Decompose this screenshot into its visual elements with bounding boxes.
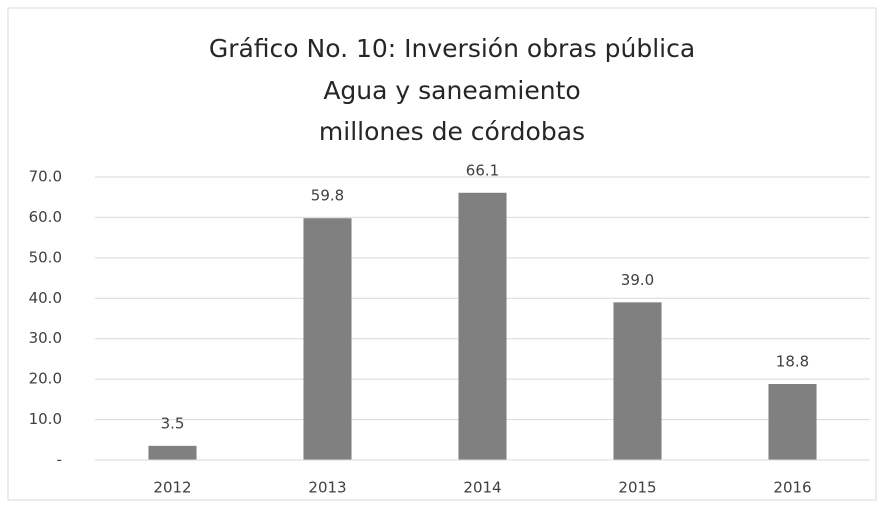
x-tick-label: 2012 xyxy=(153,479,191,497)
data-label: 39.0 xyxy=(621,271,654,289)
data-label: 66.1 xyxy=(466,161,499,179)
y-tick-label: 10.0 xyxy=(29,410,62,428)
data-label: 3.5 xyxy=(161,414,185,432)
bar xyxy=(303,218,352,460)
data-label: 18.8 xyxy=(776,352,809,370)
y-tick-label: 30.0 xyxy=(29,329,62,347)
chart-title: millones de córdobas xyxy=(319,117,585,146)
x-tick-label: 2014 xyxy=(463,479,501,497)
y-tick-label: 60.0 xyxy=(29,208,62,226)
x-tick-label: 2015 xyxy=(618,479,656,497)
y-tick-label: - xyxy=(57,451,62,469)
y-tick-label: 50.0 xyxy=(29,248,62,266)
chart-title: Agua y saneamiento xyxy=(323,76,580,105)
bar xyxy=(458,192,507,460)
y-tick-label: 20.0 xyxy=(29,370,62,388)
x-tick-label: 2013 xyxy=(308,479,346,497)
chart-border xyxy=(7,7,877,501)
bar xyxy=(613,302,662,460)
bar xyxy=(148,445,197,460)
data-label: 59.8 xyxy=(311,187,344,205)
y-tick-label: 70.0 xyxy=(29,168,62,186)
chart-title: Gráfico No. 10: Inversión obras pública xyxy=(209,34,695,63)
y-tick-label: 40.0 xyxy=(29,289,62,307)
bar xyxy=(768,383,817,460)
x-tick-label: 2016 xyxy=(773,479,811,497)
